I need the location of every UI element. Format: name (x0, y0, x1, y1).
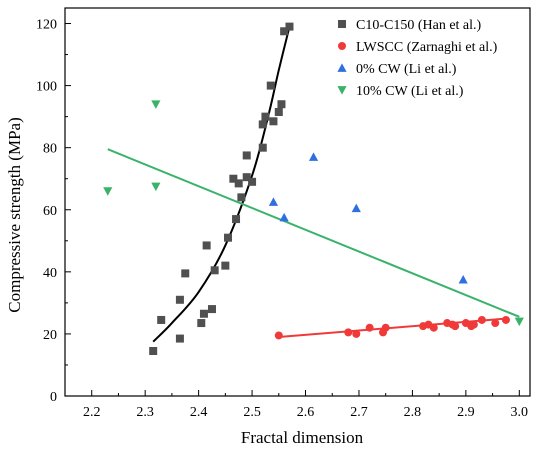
data-point-s1-13 (229, 174, 238, 183)
data-point-s3-2 (279, 212, 289, 222)
data-point-s1-12 (224, 233, 233, 242)
data-point-s1-23 (266, 81, 275, 90)
data-point-s3-5 (458, 275, 468, 284)
series-3 (268, 152, 468, 284)
data-point-s1-6 (197, 319, 206, 328)
data-point-s2-1 (274, 331, 283, 340)
y-tick-label-1: 0 (50, 390, 57, 405)
x-tick-label-6: 2.7 (350, 405, 368, 420)
data-point-s1-2 (157, 315, 166, 324)
x-tick-label-4: 2.5 (243, 405, 261, 420)
x-axis-title: Fractal dimension (241, 428, 364, 447)
data-point-s2-3 (352, 329, 361, 338)
plot-frame (64, 7, 531, 397)
x-tick-label-9: 3.0 (511, 405, 529, 420)
data-point-s4-2 (151, 100, 161, 109)
data-point-s1-26 (277, 100, 286, 109)
x-tick-label-5: 2.6 (297, 405, 315, 420)
x-tick-label-1: 2.2 (83, 405, 101, 420)
series-2 (274, 315, 510, 340)
data-point-s2-9 (429, 323, 438, 332)
legend-label-1: C10-C150 (Han et al.) (356, 18, 482, 33)
y-tick-label-6: 100 (36, 80, 57, 95)
legend-label-3: 0% CW (Li et al.) (356, 62, 457, 77)
x-tick-label-2: 2.3 (136, 405, 154, 420)
legend: C10-C150 (Han et al.) LWSCC (Zarnaghi et … (337, 18, 498, 99)
fit-line-1 (152, 26, 291, 343)
data-point-s1-21 (258, 120, 267, 129)
data-point-s1-9 (207, 305, 216, 314)
data-point-s1-7 (199, 309, 208, 318)
data-point-s1-25 (274, 107, 283, 116)
y-tick-label-4: 60 (43, 204, 57, 219)
legend-marker-4 (337, 86, 347, 95)
data-point-s1-3 (175, 334, 184, 343)
legend-label-4: 10% CW (Li et al.) (356, 84, 464, 99)
fit-line-3 (107, 148, 520, 318)
data-point-s1-8 (202, 241, 211, 250)
data-point-s1-1 (149, 346, 158, 355)
legend-marker-2 (338, 42, 346, 50)
data-point-s1-19 (248, 177, 257, 186)
x-tick-label-8: 2.9 (457, 405, 475, 420)
x-tick-label-7: 2.8 (404, 405, 422, 420)
data-point-s1-18 (242, 151, 251, 160)
data-point-s1-27 (280, 27, 289, 36)
fit-line-2 (278, 317, 509, 339)
data-point-s1-15 (234, 179, 243, 188)
series-4 (103, 100, 524, 327)
data-point-s3-1 (268, 197, 279, 206)
plot-marks (103, 22, 524, 355)
x-tick-label-3: 2.4 (190, 405, 208, 420)
data-point-s2-6 (381, 323, 390, 332)
data-point-s1-16 (237, 193, 246, 202)
y-tick-label-3: 40 (43, 266, 57, 281)
y-tick-label-7: 120 (36, 18, 57, 33)
series-1 (149, 22, 294, 355)
data-point-s2-15 (469, 320, 478, 329)
y-axis-title: Compressive strength (MPa) (5, 117, 24, 312)
data-point-s1-11 (221, 261, 230, 270)
legend-marker-1 (338, 20, 346, 28)
data-point-s1-4 (175, 295, 184, 304)
data-point-s2-12 (451, 322, 460, 331)
data-point-s2-4 (365, 323, 374, 332)
data-point-s1-20 (258, 143, 267, 152)
legend-label-2: LWSCC (Zarnaghi et al.) (356, 40, 498, 55)
data-point-s2-2 (344, 328, 353, 337)
data-point-s3-3 (308, 152, 319, 161)
data-point-s2-16 (477, 315, 486, 324)
data-point-s4-1 (103, 187, 113, 196)
data-point-s2-18 (501, 315, 510, 324)
data-point-s1-10 (210, 266, 219, 275)
data-point-s1-5 (181, 269, 190, 278)
data-point-s4-4 (514, 317, 524, 327)
data-point-s1-28 (285, 22, 294, 31)
legend-marker-3 (337, 63, 347, 72)
data-point-s1-22 (261, 112, 270, 121)
y-tick-label-2: 20 (43, 328, 57, 343)
data-point-s1-24 (269, 117, 278, 126)
axes: 2.2 2.3 2.4 2.5 2.6 2.7 2.8 2.9 3.0 0 20 40 60 80 100 1… (36, 7, 531, 420)
data-point-s2-17 (491, 319, 500, 328)
y-tick-label-5: 80 (43, 142, 57, 157)
data-point-s1-17 (242, 173, 251, 182)
data-point-s3-4 (351, 203, 361, 213)
data-point-s4-3 (151, 182, 161, 192)
data-point-s1-14 (232, 215, 241, 224)
